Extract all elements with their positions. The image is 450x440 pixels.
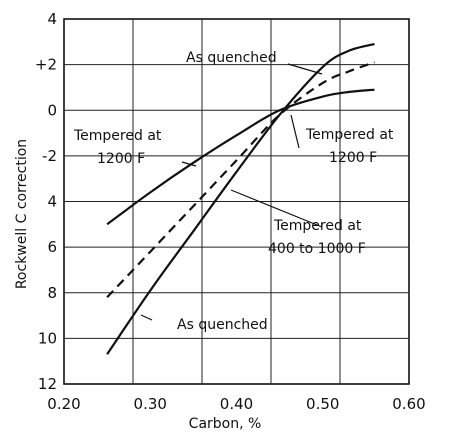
y-axis-label: Rockwell C correction — [14, 139, 30, 289]
y-tick-label: 10 — [38, 329, 57, 347]
x-tick-label: 0.20 — [47, 395, 80, 413]
y-tick-label: 8 — [47, 284, 57, 302]
annotation-leader-line — [181, 161, 197, 167]
y-tick-label: 4 — [47, 10, 57, 28]
series-tempered-at-1200-f — [106, 88, 375, 226]
y-tick-label: +2 — [35, 56, 57, 74]
y-tick-label: 0 — [47, 101, 57, 119]
series-as-quenched — [106, 43, 375, 355]
annotation-leader-line — [230, 189, 323, 228]
annotation-tempered-1200-right-line2: 1200 F — [329, 150, 377, 166]
x-tick-label: 0.40 — [220, 395, 253, 413]
annotation-tempered-1200-left-line2: 1200 F — [97, 151, 145, 167]
annotation-as-quenched-top: As quenched — [186, 50, 277, 66]
x-axis-label: Carbon, % — [189, 416, 262, 432]
annotation-leader-line — [140, 314, 153, 321]
x-tick-label: 0.30 — [134, 395, 167, 413]
x-tick-label: 0.50 — [306, 395, 339, 413]
annotation-tempered-400-1000-line1: Tempered at — [273, 218, 362, 234]
grid — [63, 18, 410, 385]
annotation-leader-line — [290, 114, 300, 149]
y-tick-label: 4 — [47, 193, 57, 211]
annotation-leaders — [140, 63, 323, 321]
annotation-tempered-1200-right-line1: Tempered at — [305, 127, 394, 143]
series-lines — [106, 43, 375, 355]
y-tick-label: 12 — [38, 375, 57, 393]
y-tick-label: 6 — [47, 238, 57, 256]
tick-labels: 0.20 0.30 0.40 0.50 0.60 4 +2 0 -2 4 6 8 10 12 — [35, 10, 426, 413]
series-tempered-at-400-to-1000-f — [106, 61, 375, 299]
annotation-tempered-1200-left-line1: Tempered at — [73, 128, 162, 144]
x-tick-label: 0.60 — [392, 395, 425, 413]
annotation-as-quenched-bottom: As quenched — [177, 317, 268, 333]
annotation-tempered-400-1000-line2: 400 to 1000 F — [268, 241, 366, 257]
annotation-leader-line — [287, 63, 323, 75]
y-tick-label: -2 — [42, 147, 57, 165]
